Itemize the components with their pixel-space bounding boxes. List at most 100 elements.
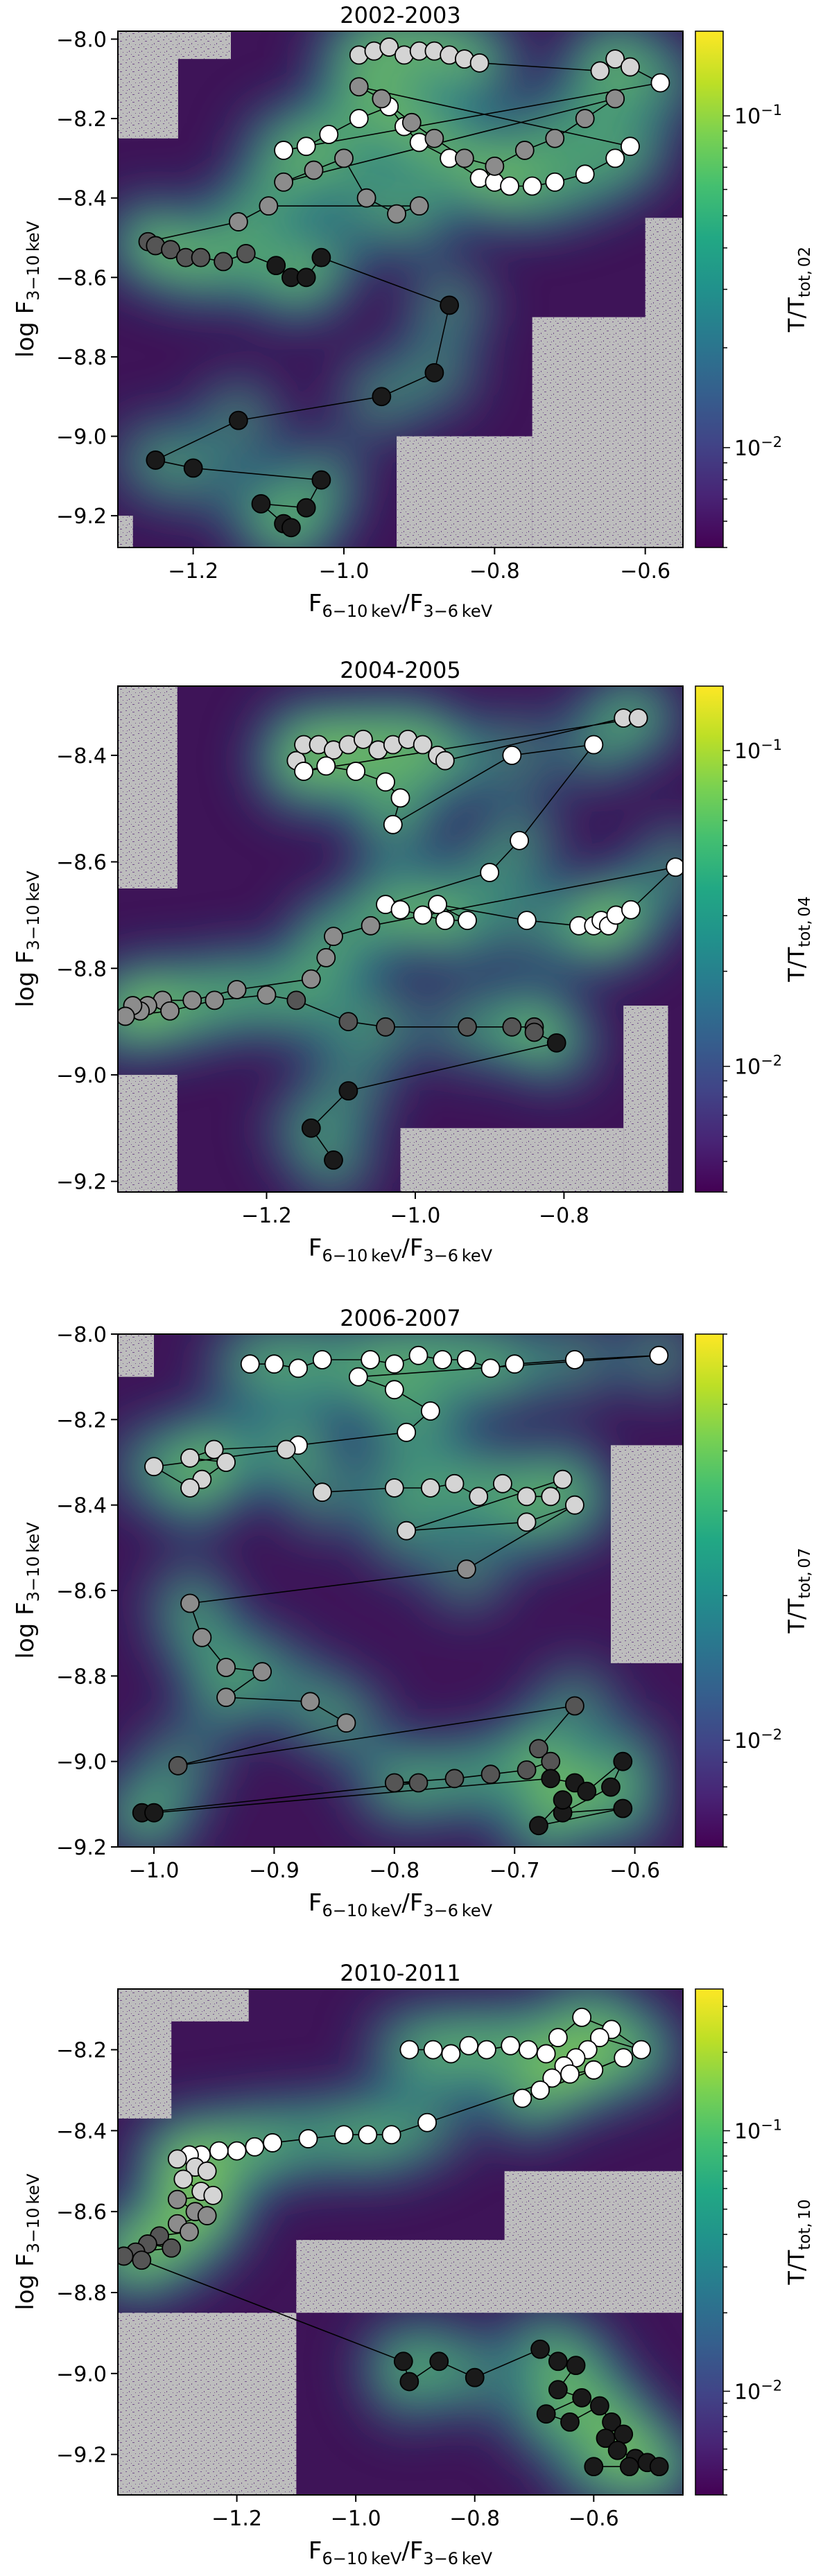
data-point [500,176,519,196]
data-point [505,1354,525,1374]
data-point [565,1350,584,1369]
data-point [259,196,279,216]
data-point [294,762,313,781]
data-point [118,1006,135,1026]
y-tick-label: −8.0 [56,28,107,52]
data-point [560,2412,580,2432]
data-point [553,1790,573,1810]
colorbar [695,1988,724,2496]
data-point [553,1469,573,1489]
data-point [584,2457,604,2477]
data-point [469,1487,489,1507]
data-point [590,61,610,81]
y-tick-label: −9.0 [56,426,107,450]
colorbar [695,1333,724,1848]
data-point [628,708,648,728]
data-point [197,2161,217,2181]
data-point [541,1769,561,1789]
x-tick-label: −1.2 [211,2507,262,2531]
data-point [501,2035,521,2056]
colorbar [695,30,724,548]
data-point [384,1478,404,1498]
data-point [517,1512,537,1532]
data-point [577,1781,597,1801]
y-tick-label: −8.0 [56,1323,107,1347]
excluded-region [532,317,645,547]
y-axis-label: log F3−10 keV [12,2173,43,2311]
data-point [180,2222,199,2242]
x-tick-label: −0.8 [449,2507,500,2531]
data-point [245,2137,265,2157]
data-point [465,2367,485,2387]
data-point [476,2040,496,2060]
data-point [619,2457,639,2477]
data-point [545,128,565,148]
data-point [517,1760,537,1780]
data-point [180,1593,200,1613]
excluded-region [118,2313,297,2495]
y-tick-label: −9.2 [56,1836,107,1860]
data-point [417,2112,437,2132]
excluded-region [504,2171,683,2241]
y-tick-label: −8.2 [56,1408,107,1432]
data-point [502,1017,522,1037]
data-point [469,53,489,73]
y-tick-label: −8.2 [56,2039,107,2063]
data-point [227,2141,247,2161]
data-point [276,1439,296,1460]
data-point [541,1751,561,1771]
x-tick-label: −1.2 [168,559,218,584]
data-point [512,2088,532,2108]
y-tick-label: −8.4 [56,187,107,211]
colorbar [695,685,724,1193]
data-point [162,2238,182,2258]
x-tick-label: −0.6 [620,559,670,584]
data-point [216,1688,236,1708]
data-point [197,2206,217,2225]
data-point [613,1798,633,1819]
data-point [338,1081,358,1101]
data-point [251,494,271,514]
panel-2006-2007: −1.0 −0.9 −0.8 −0.7 −0.6 −8.0 −8.2 −8.4 −8.6 −8.8… [12,1305,814,1920]
data-point [548,2028,568,2047]
data-point [361,1350,381,1369]
y-axis-label: log F3−10 keV [12,870,43,1008]
data-point [286,990,306,1010]
data-point [240,1354,260,1374]
data-point [601,1777,621,1797]
y-tick-label: −8.8 [56,1665,107,1689]
data-point [296,137,316,157]
x-tick-label: −0.9 [249,1859,300,1883]
data-point [510,830,529,850]
data-point [584,2060,604,2080]
data-point [144,1803,164,1823]
excluded-region [171,1989,249,2022]
data-point [384,1773,404,1793]
y-tick-label: −9.0 [56,1064,107,1088]
data-point [575,164,595,184]
data-point [349,109,369,128]
data-point [346,762,366,781]
plot-frame [117,30,684,548]
data-point [167,2189,187,2209]
data-point [324,1150,343,1170]
data-point [296,498,316,518]
data-point [408,1345,428,1365]
y-tick-label: −9.2 [56,2444,107,2468]
data-point [205,990,225,1010]
data-point [545,172,565,192]
y-tick-label: −8.6 [56,266,107,290]
y-tick-label: −9.2 [56,505,107,529]
chart-title: 2002-2003 [340,2,460,28]
data-point [522,176,542,196]
data-point [192,1627,212,1647]
data-point [517,911,537,931]
data-point [132,2250,152,2270]
y-tick-label: −8.6 [56,2200,107,2225]
data-point [480,1358,501,1378]
data-point [316,947,336,967]
data-point [353,729,373,749]
y-tick-label: −9.0 [56,1751,107,1775]
colorbar-tick-label: 10−2 [734,1726,782,1753]
data-point [296,268,316,288]
